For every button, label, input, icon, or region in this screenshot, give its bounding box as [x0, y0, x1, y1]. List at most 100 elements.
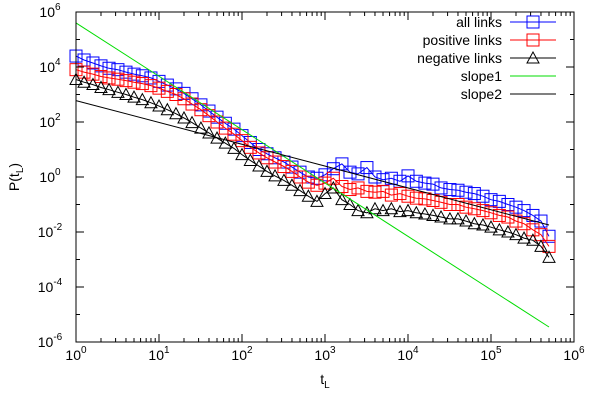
data-point: [418, 176, 432, 190]
data-point: [144, 95, 158, 109]
data-point: [318, 176, 332, 190]
legend-label: slope1: [461, 68, 502, 84]
data-point: [393, 204, 407, 218]
data-point: [451, 198, 465, 211]
data-point: [484, 193, 498, 207]
data-point: [542, 239, 556, 253]
x-tick-label: 103: [314, 345, 336, 363]
data-point: [434, 181, 448, 195]
data-point: [111, 63, 125, 77]
y-tick-label: 100: [39, 167, 61, 185]
data-point: [368, 185, 382, 199]
data-point: [135, 77, 149, 91]
data-point: [351, 203, 365, 217]
y-tick-label: 106: [39, 2, 61, 20]
legend-label: all links: [456, 14, 502, 30]
data-point: [368, 170, 382, 184]
data-point: [426, 208, 440, 221]
series-3: [75, 22, 550, 328]
series-4: [75, 100, 550, 226]
data-point: [185, 115, 199, 129]
data-point: [119, 65, 133, 79]
data-point: [467, 187, 481, 201]
y-tick-label: 10-4: [38, 277, 63, 295]
data-point: [368, 201, 382, 215]
data-point: [268, 155, 282, 169]
data-point: [135, 92, 150, 106]
data-point: [426, 177, 440, 191]
x-axis-title: tL: [320, 371, 330, 391]
data-point: [127, 90, 141, 103]
data-point: [443, 211, 457, 225]
data-point: [326, 162, 340, 176]
data-point: [144, 79, 158, 93]
data-point: [376, 184, 390, 198]
series-line: [75, 22, 550, 328]
data-point: [542, 250, 556, 263]
data-point: [434, 209, 448, 223]
data-point: [119, 74, 133, 88]
data-point: [451, 211, 465, 225]
y-ticks: 10-6 10-4 10-2 100 102 104 106: [38, 2, 574, 350]
data-point: [235, 147, 249, 161]
data-point: [169, 88, 183, 101]
data-point: [476, 217, 490, 231]
data-point: [301, 175, 315, 189]
x-tick-label: 101: [148, 345, 170, 363]
data-point: [243, 153, 258, 166]
data-point: [119, 87, 133, 100]
data-point: [335, 192, 349, 206]
data-point: [467, 202, 481, 216]
data-point: [501, 210, 515, 224]
data-point: [310, 194, 324, 207]
data-point: [227, 141, 241, 154]
data-point: [501, 198, 515, 211]
data-point: [260, 164, 274, 177]
data-point: [451, 183, 465, 197]
data-point: [260, 151, 274, 165]
data-point: [102, 61, 116, 75]
data-point: [409, 174, 423, 188]
data-point: [492, 222, 507, 236]
data-point: [459, 185, 473, 199]
x-tick-label: 106: [563, 345, 585, 363]
data-point: [517, 231, 531, 244]
legend: all links positive links negative links slo…: [417, 14, 556, 102]
data-point: [160, 84, 174, 98]
y-axis-title-tail: ): [6, 163, 22, 168]
data-point: [476, 204, 490, 218]
data-point: [152, 99, 166, 112]
data-point: [94, 70, 108, 84]
data-point: [86, 77, 100, 91]
x-tick-label: 100: [65, 345, 87, 363]
y-tick-label: 10-2: [38, 222, 63, 240]
data-point: [301, 189, 316, 202]
y-tick-label: 104: [39, 57, 61, 75]
series-line: [75, 100, 550, 226]
data-point: [443, 183, 457, 197]
x-tick-label: 105: [480, 345, 502, 363]
data-point: [418, 206, 432, 220]
x-axis-title-sub: L: [324, 380, 330, 391]
data-point: [542, 229, 556, 243]
data-point: [492, 208, 506, 222]
data-point: [351, 181, 365, 195]
data-point: [401, 169, 415, 183]
series-line: [75, 79, 550, 258]
data-point: [384, 188, 398, 202]
data-point: [401, 189, 415, 203]
data-point: [235, 134, 249, 148]
data-point: [86, 67, 100, 81]
data-point: [409, 191, 423, 205]
data-point: [218, 136, 233, 149]
data-point: [376, 203, 390, 217]
data-point: [459, 200, 473, 214]
data-point: [517, 204, 531, 218]
data-point: [484, 206, 498, 220]
data-point: [202, 125, 216, 139]
data-point: [293, 183, 307, 197]
data-point: [526, 233, 540, 246]
data-point: [152, 81, 166, 95]
data-point: [509, 227, 523, 241]
data-point: [343, 165, 357, 179]
